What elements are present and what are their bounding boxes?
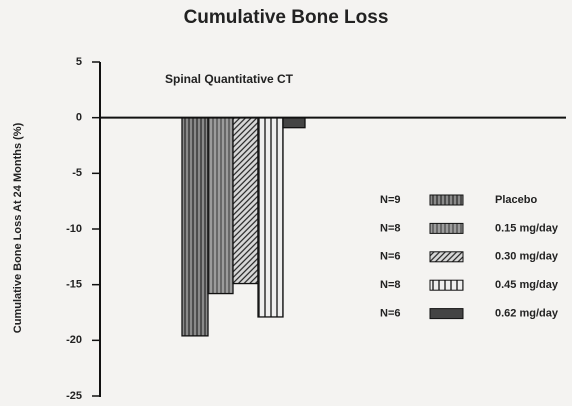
legend-swatch [429, 251, 464, 263]
legend-n-label: N=6 [380, 308, 401, 320]
y-tick-label: 5 [76, 56, 82, 68]
legend-n-label: N=8 [380, 222, 401, 234]
y-tick-label: -10 [66, 223, 82, 235]
chart-subtitle: Spinal Quantitative CT [165, 72, 294, 86]
bar [257, 117, 284, 318]
bar [282, 117, 306, 129]
y-axis-label: Cumulative Bone Loss At 24 Months (%) [12, 122, 24, 333]
legend-label: 0.30 mg/day [495, 251, 559, 263]
legend-label: 0.62 mg/day [495, 308, 559, 320]
y-tick-label: 0 [76, 112, 82, 124]
bar [181, 117, 209, 337]
y-tick-label: -5 [72, 167, 82, 179]
legend-swatch [429, 222, 464, 234]
bar [207, 117, 234, 295]
legend-n-label: N=9 [380, 194, 401, 206]
legend-swatch [429, 308, 464, 320]
chart-title: Cumulative Bone Loss [184, 7, 389, 28]
y-tick-label: -15 [66, 279, 82, 291]
legend-swatch [429, 194, 464, 206]
y-tick-label: -20 [66, 334, 82, 346]
legend-n-label: N=8 [380, 279, 401, 291]
legend-label: 0.45 mg/day [495, 279, 559, 291]
y-tick-label: -25 [66, 390, 82, 402]
legend-label: Placebo [495, 194, 537, 206]
legend-n-label: N=6 [380, 251, 401, 263]
bar [232, 117, 259, 285]
legend-swatch [429, 279, 464, 291]
legend-label: 0.15 mg/day [495, 222, 559, 234]
